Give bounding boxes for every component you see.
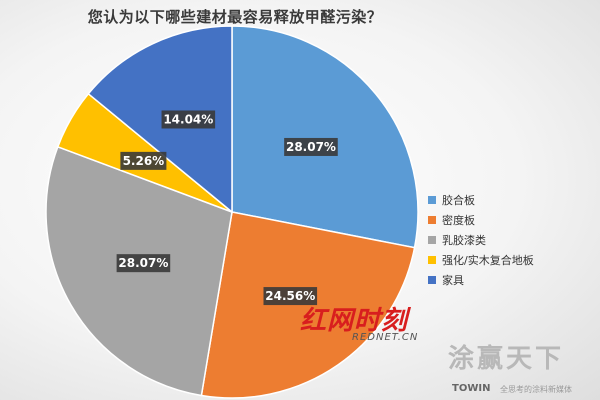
svg-text:5.26%: 5.26%: [123, 154, 165, 168]
legend-item: 强化/实木复合地板: [428, 250, 568, 270]
legend-label: 家具: [442, 274, 464, 287]
pie-slice: [87, 25, 233, 214]
legend-item: 乳胶漆类: [428, 230, 568, 250]
legend-swatch: [428, 196, 436, 204]
legend-swatch: [428, 216, 436, 224]
brand-english-name: TOWIN: [452, 383, 491, 394]
pie-slice: [231, 25, 419, 249]
legend-item: 密度板: [428, 210, 568, 230]
data-label: 28.07%: [116, 254, 171, 273]
legend-swatch: [428, 276, 436, 284]
brand-tagline: 全思考的涂料新媒体: [500, 385, 572, 394]
legend-swatch: [428, 256, 436, 264]
data-label: 28.07%: [284, 137, 338, 156]
legend-swatch: [428, 236, 436, 244]
chart-title: 您认为以下哪些建材最容易释放甲醛污染？: [87, 8, 383, 26]
legend-label: 强化/实木复合地板: [442, 254, 534, 267]
svg-text:28.07%: 28.07%: [286, 140, 336, 154]
data-label: 5.26%: [120, 151, 167, 170]
pie-data-labels: 28.07% 24.56% 28.07% 5.26% 14.04%: [116, 110, 338, 306]
legend-label: 密度板: [442, 214, 475, 227]
legend-item: 胶合板: [428, 190, 568, 210]
legend-item: 家具: [428, 270, 568, 290]
rednet-domain: REDNET.CN: [352, 332, 419, 343]
rednet-watermark: 红网时刻: [300, 306, 409, 336]
legend-label: 胶合板: [442, 194, 475, 207]
data-label: 24.56%: [263, 287, 318, 306]
brand-logo: 涂赢天下: [448, 344, 565, 374]
svg-text:28.07%: 28.07%: [118, 256, 168, 270]
svg-text:24.56%: 24.56%: [265, 289, 315, 303]
svg-text:14.04%: 14.04%: [163, 112, 213, 126]
chart-legend: 胶合板密度板乳胶漆类强化/实木复合地板 家具: [428, 190, 568, 290]
data-label: 14.04%: [161, 110, 216, 129]
legend-label: 乳胶漆类: [442, 234, 486, 247]
